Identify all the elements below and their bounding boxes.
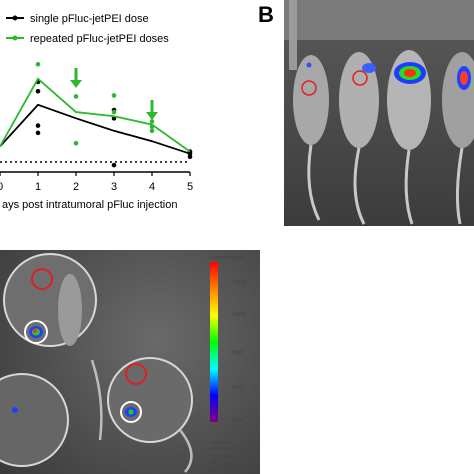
ring-white-2 xyxy=(120,401,142,423)
data-point-1-4 xyxy=(111,109,117,115)
dose-arrow-head-1 xyxy=(146,112,158,120)
x-tick-label-3: 3 xyxy=(111,181,117,193)
data-point-1-2 xyxy=(73,140,79,146)
signal-dish-2-core xyxy=(128,409,134,415)
x-tick-label-1: 1 xyxy=(35,181,41,193)
tumor-circle-2 xyxy=(352,70,368,86)
mice-illustration xyxy=(284,0,474,225)
data-point-1-5 xyxy=(149,119,155,124)
data-point-1-6 xyxy=(149,124,155,129)
data-point-1-7 xyxy=(149,128,155,134)
legend: single pFluc-jetPEI dose repeated pFluc-… xyxy=(6,13,169,45)
signal-spot-2 xyxy=(362,63,376,73)
colorbar-footer-3: Color Scale xyxy=(210,454,234,459)
colorbar-tick-4: 6000 xyxy=(232,385,244,391)
x-tick-label-2: 2 xyxy=(73,181,79,193)
legend-single-label: single pFluc-jetPEI dose xyxy=(30,13,149,25)
x-tick-label-4: 4 xyxy=(149,181,155,193)
data-point-1-0 xyxy=(35,61,41,67)
colorbar-tick-1: 12000 xyxy=(232,280,246,286)
series-line-1 xyxy=(0,77,191,153)
tail-2 xyxy=(179,429,193,473)
mouse-4-tail xyxy=(455,147,464,225)
mouse-3-tail xyxy=(404,149,414,225)
signal-dish-1-core xyxy=(33,329,37,333)
colorbar-footer-4: Min = 3.80e3 xyxy=(210,460,237,465)
ring-red-1 xyxy=(31,268,53,290)
x-axis-label: ays post intratumoral pFluc injection xyxy=(2,199,177,211)
panel-b-letter: B xyxy=(258,2,274,27)
colorbar-footer-1: Radiance xyxy=(210,440,230,445)
x-tick-label-5: 5 xyxy=(187,181,193,193)
ring-red-2 xyxy=(125,363,147,385)
dose-arrow-head-0 xyxy=(70,80,82,88)
legend-single-marker xyxy=(12,15,18,21)
mouse-1-tail xyxy=(307,144,321,221)
colorbar-footer-2: (p/sec/cm²/sr) xyxy=(210,446,238,451)
series-line-0 xyxy=(0,103,191,155)
x-axis: 0 1 2 3 4 5 xyxy=(0,171,193,193)
signal-blob-4-core xyxy=(460,71,468,85)
dishes-illustration xyxy=(0,253,193,473)
mouse-1 xyxy=(293,55,329,145)
holder-clip xyxy=(289,0,297,70)
colorbar-tick-3: 8000 xyxy=(232,350,244,356)
data-point-1-1 xyxy=(73,94,79,99)
data-point-0-1 xyxy=(35,88,41,94)
legend-repeated-label: repeated pFluc-jetPEI doses xyxy=(30,33,169,45)
dose-arrow-0 xyxy=(70,68,82,88)
dose-arrow-1 xyxy=(146,100,158,120)
panel-a-chart: single pFluc-jetPEI dose repeated pFluc-… xyxy=(0,13,193,211)
data-point-0-9 xyxy=(187,154,193,160)
data-point-1-3 xyxy=(111,93,117,98)
mouse-2-tail xyxy=(353,147,366,225)
ring-white-1 xyxy=(24,320,48,344)
holder-bar xyxy=(284,0,474,40)
colorbar-tick-5: 4000 xyxy=(232,418,244,424)
signal-blob-3-core xyxy=(404,69,416,77)
mouse-body xyxy=(58,274,82,346)
data-point-0-3 xyxy=(35,130,41,136)
dish-3 xyxy=(0,373,69,467)
data-point-0-2 xyxy=(35,123,41,128)
plot-area xyxy=(0,61,193,168)
dish-1 xyxy=(3,253,97,347)
x-tick-label-0: 0 xyxy=(0,181,3,193)
tumor-circle-1 xyxy=(301,80,317,96)
mouse-4 xyxy=(442,52,474,148)
luminescence-colorbar xyxy=(210,262,218,422)
data-point-0-6 xyxy=(111,162,117,168)
colorbar-tick-2: 10000 xyxy=(232,312,246,318)
colorbar-footer-5: Max = 1.36e4 xyxy=(210,466,238,471)
mouse-2 xyxy=(339,52,379,148)
dish-2 xyxy=(107,357,193,443)
signal-dish-3 xyxy=(12,407,18,413)
tail-1 xyxy=(90,359,103,441)
panel-b-mouse-imaging-photo xyxy=(284,0,474,226)
legend-repeated-marker xyxy=(12,35,18,41)
signal-spot-1 xyxy=(306,62,312,68)
colorbar-title: Luminescence xyxy=(210,255,243,261)
